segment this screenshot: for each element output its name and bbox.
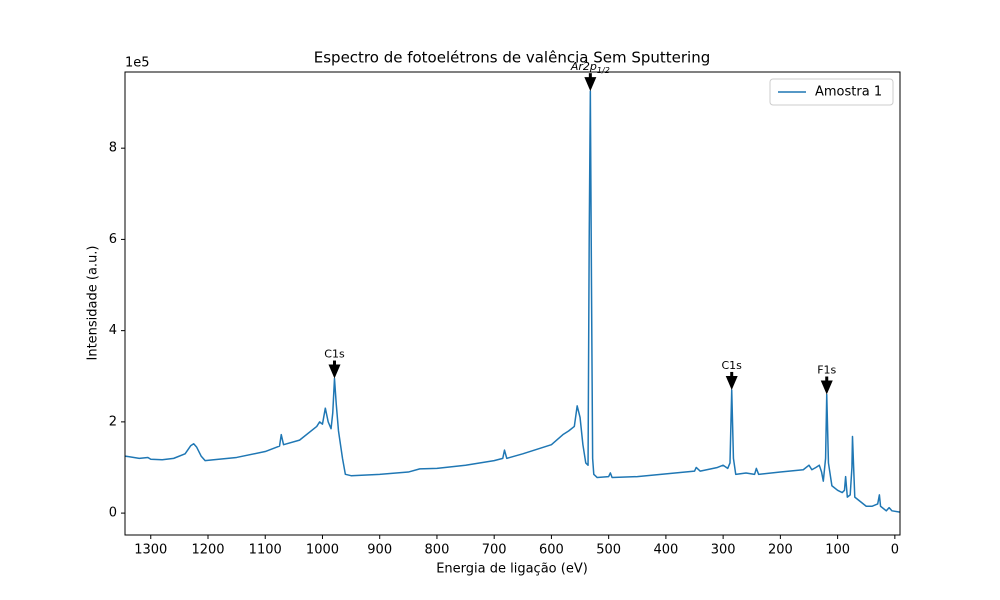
- annotation-arrow: [725, 375, 738, 390]
- x-tick-label: 100: [825, 543, 850, 558]
- x-tick-label: 300: [711, 543, 736, 558]
- annotation: F1s: [817, 364, 836, 377]
- plot-area: [125, 90, 900, 513]
- x-tick-label: 1100: [249, 543, 282, 558]
- y-tick-label: 6: [109, 232, 117, 247]
- x-tick-label: 800: [425, 543, 450, 558]
- x-tick-label: 900: [367, 543, 392, 558]
- y-offset-label: 1e5: [125, 56, 150, 71]
- y-axis-label: Intensidade (a.u.): [86, 245, 101, 360]
- y-tick-label: 8: [109, 141, 117, 156]
- x-tick-label: 400: [653, 543, 678, 558]
- annotation-arrow: [584, 77, 597, 92]
- x-tick-label: 500: [596, 543, 621, 558]
- y-tick-label: 2: [109, 414, 117, 429]
- data-line: [125, 90, 900, 513]
- annotation-text: Ar2p: [570, 60, 597, 73]
- x-tick-label: 700: [482, 543, 507, 558]
- annotation-arrow: [328, 364, 341, 379]
- annotation-subscript: 1/2: [597, 66, 610, 75]
- annotation-arrow: [820, 380, 833, 395]
- y-tick-label: 4: [109, 323, 117, 338]
- x-axis-label: Energia de ligação (eV): [436, 562, 588, 577]
- legend-box: [769, 78, 894, 106]
- x-tick-label: 200: [768, 543, 793, 558]
- x-tick-label: 0: [891, 543, 899, 558]
- x-tick-label: 1000: [306, 543, 339, 558]
- annotation-text: C1s: [324, 348, 345, 361]
- legend-label: Amostra 1: [815, 85, 882, 100]
- annotation-text: F1s: [817, 364, 836, 377]
- y-tick-label: 0: [109, 506, 117, 521]
- x-tick-label: 1200: [191, 543, 224, 558]
- x-tick-label: 1300: [134, 543, 167, 558]
- x-tick-label: 600: [539, 543, 564, 558]
- chart-title: Espectro de fotoelétrons de valência Sem…: [314, 49, 711, 67]
- annotation-text: C1s: [722, 359, 743, 372]
- plot-frame: [124, 71, 901, 536]
- annotation: Ar2p1/2: [570, 60, 610, 75]
- annotation: C1s: [722, 359, 743, 372]
- annotation: C1s: [324, 348, 345, 361]
